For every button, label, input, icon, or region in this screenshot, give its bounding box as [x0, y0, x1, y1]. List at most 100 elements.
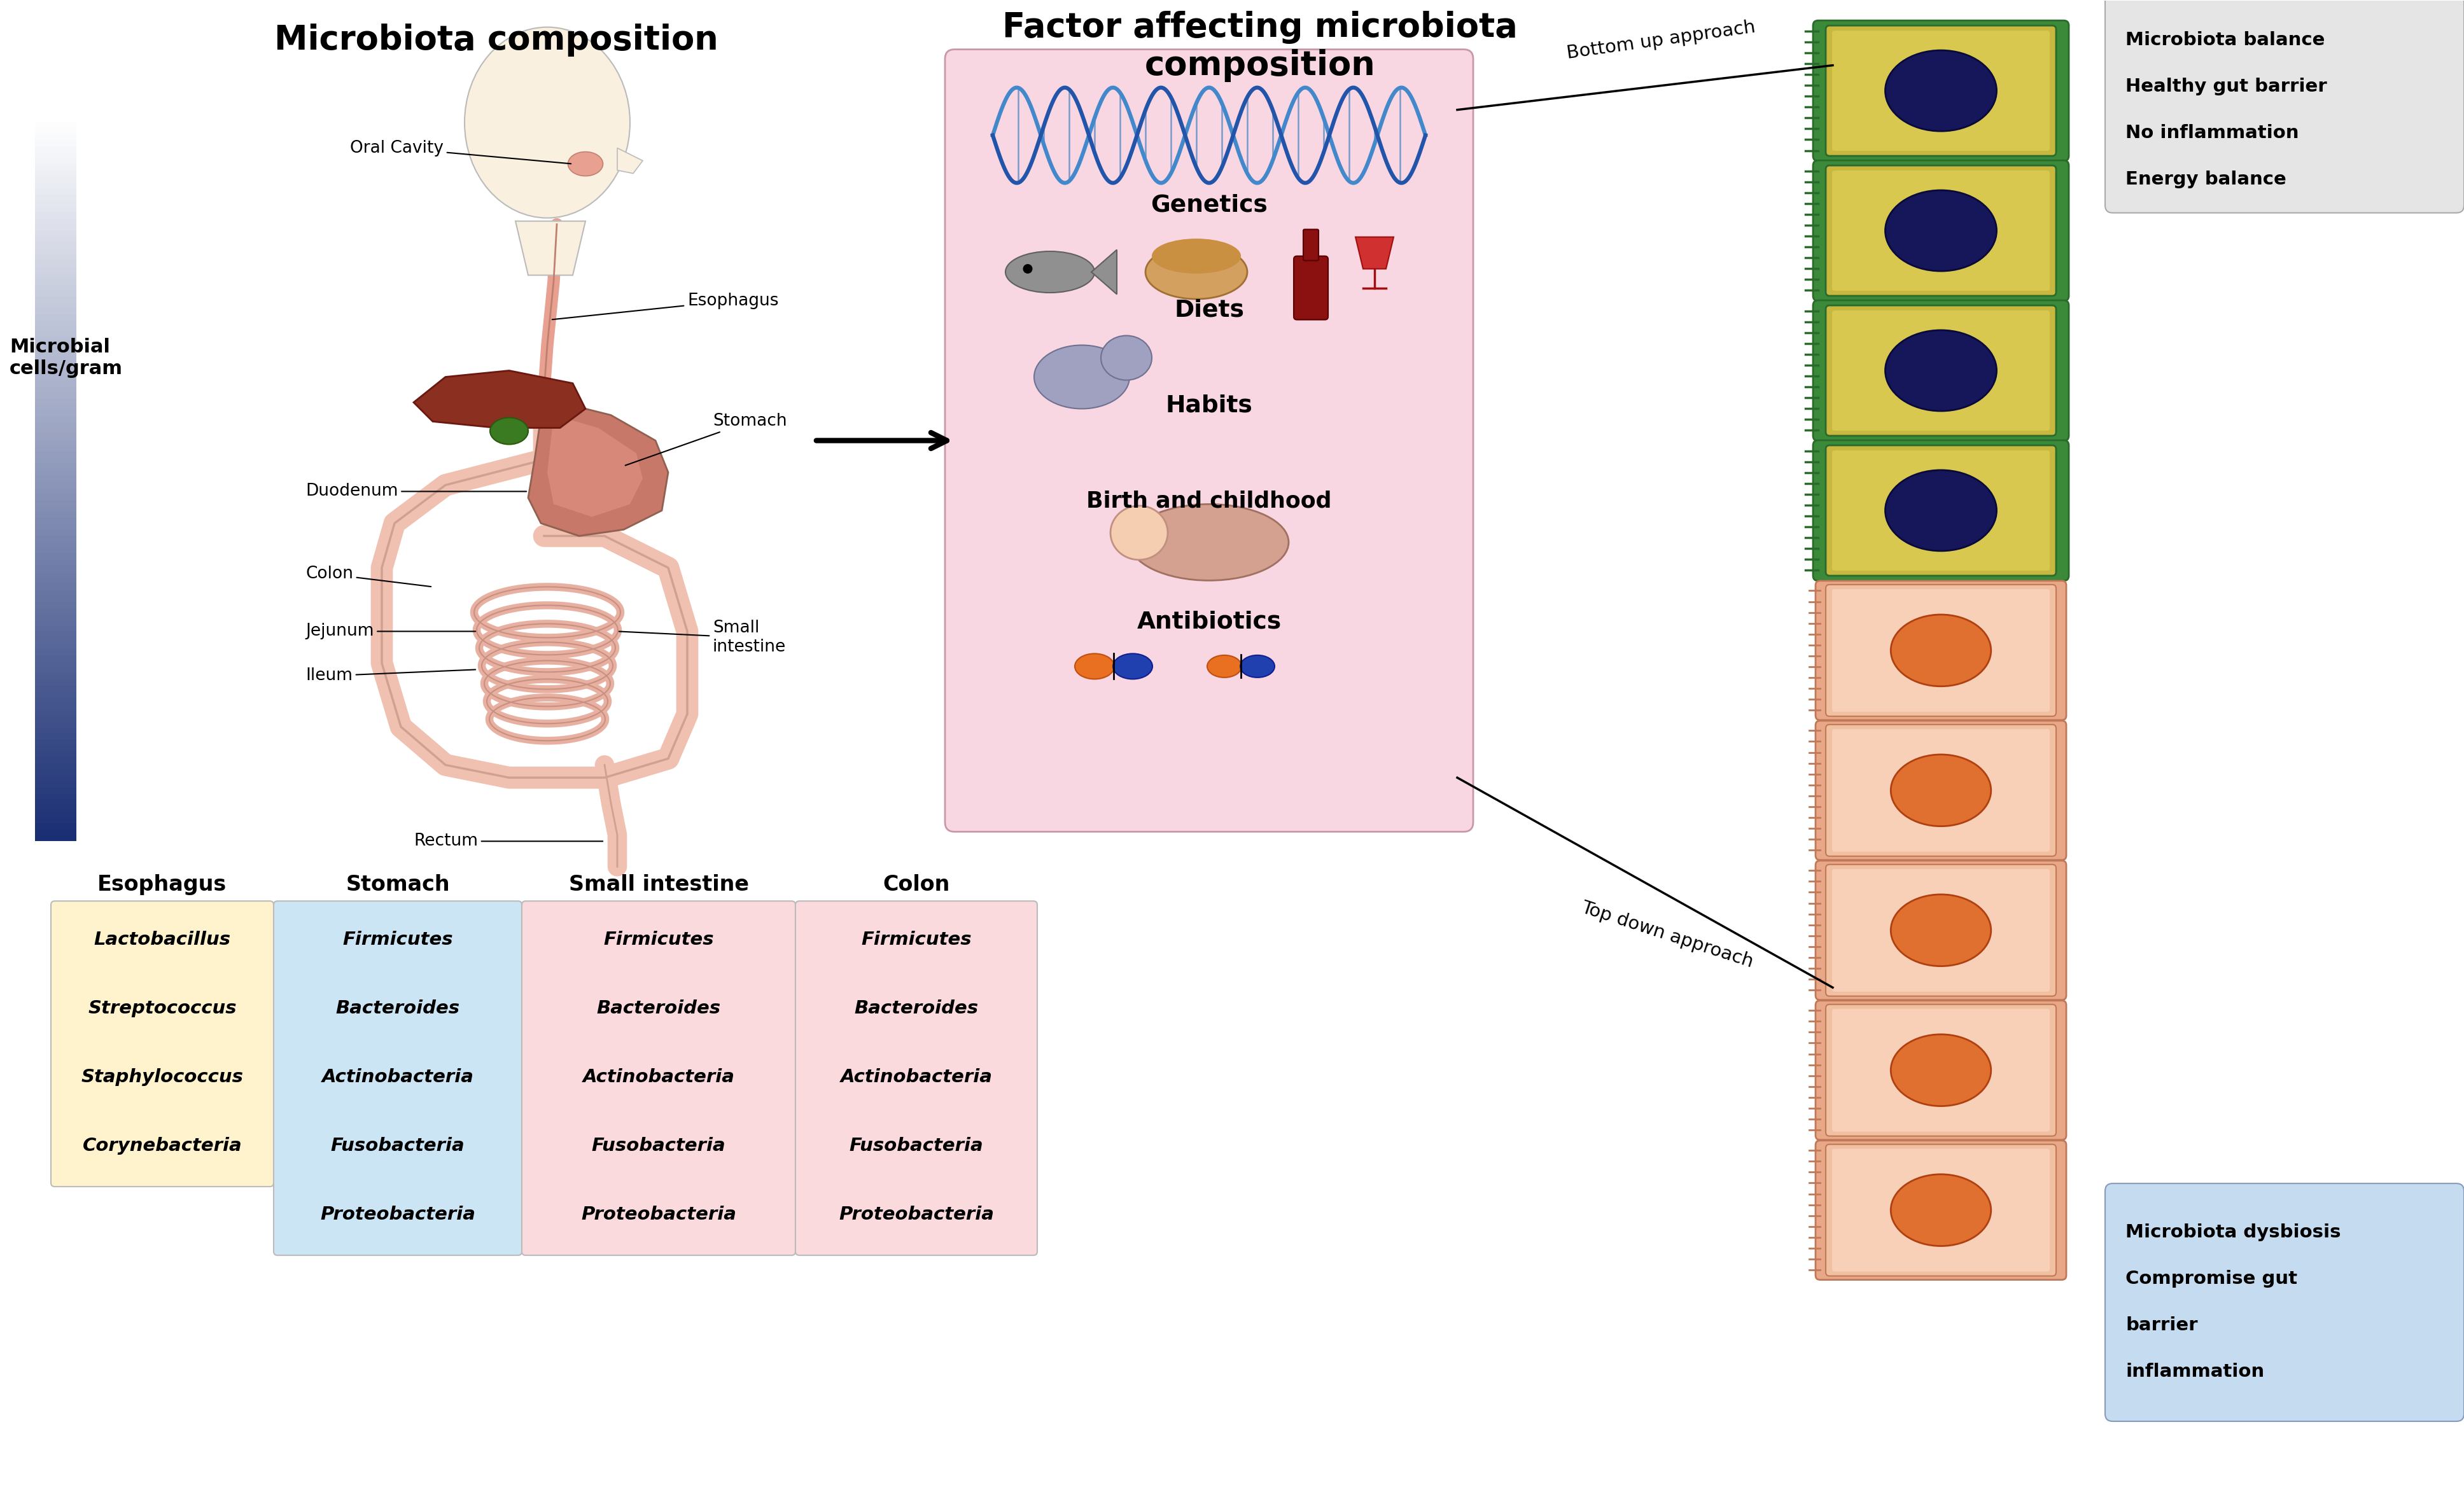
Bar: [34, 548, 76, 554]
Bar: [34, 273, 76, 279]
Bar: [34, 818, 76, 824]
Bar: [34, 350, 76, 356]
Text: Stomach: Stomach: [626, 413, 786, 465]
Bar: [34, 291, 76, 297]
Ellipse shape: [1005, 252, 1094, 292]
Bar: [34, 805, 76, 811]
Bar: [34, 668, 76, 673]
Bar: [34, 572, 76, 578]
Text: No inflammation: No inflammation: [2126, 124, 2299, 142]
Bar: [34, 176, 76, 182]
Text: Bacteroides: Bacteroides: [596, 1000, 722, 1018]
Text: Proteobacteria: Proteobacteria: [320, 1205, 476, 1223]
Text: Fusobacteria: Fusobacteria: [330, 1137, 466, 1155]
Bar: [34, 164, 76, 170]
Bar: [34, 519, 76, 524]
FancyBboxPatch shape: [1826, 1004, 2055, 1135]
FancyBboxPatch shape: [1833, 450, 2050, 571]
Bar: [34, 662, 76, 668]
Bar: [34, 691, 76, 697]
Bar: [34, 451, 76, 457]
Bar: [34, 727, 76, 733]
Bar: [34, 614, 76, 620]
Bar: [34, 685, 76, 691]
Bar: [34, 320, 76, 326]
Bar: [34, 200, 76, 207]
Bar: [34, 733, 76, 739]
Text: Lactobacillus: Lactobacillus: [94, 931, 232, 948]
Bar: [34, 231, 76, 237]
FancyBboxPatch shape: [1826, 165, 2055, 297]
Bar: [34, 457, 76, 463]
Bar: [34, 140, 76, 146]
FancyBboxPatch shape: [52, 901, 274, 1186]
Bar: [34, 237, 76, 243]
Bar: [34, 673, 76, 679]
Bar: [34, 475, 76, 481]
Bar: [34, 824, 76, 830]
FancyBboxPatch shape: [1833, 589, 2050, 712]
Bar: [34, 188, 76, 194]
Text: Bottom up approach: Bottom up approach: [1565, 18, 1757, 63]
Bar: [34, 493, 76, 499]
Bar: [34, 410, 76, 416]
Bar: [34, 416, 76, 422]
FancyBboxPatch shape: [1833, 729, 2050, 852]
Bar: [34, 656, 76, 662]
Text: Rectum: Rectum: [414, 833, 604, 849]
Bar: [34, 769, 76, 775]
FancyBboxPatch shape: [1833, 869, 2050, 992]
Ellipse shape: [1101, 335, 1151, 380]
Ellipse shape: [1151, 238, 1242, 274]
FancyBboxPatch shape: [1826, 1144, 2055, 1275]
Polygon shape: [618, 148, 643, 173]
FancyBboxPatch shape: [1826, 724, 2055, 857]
Text: Actinobacteria: Actinobacteria: [323, 1068, 473, 1086]
Bar: [34, 638, 76, 644]
Ellipse shape: [569, 152, 604, 176]
Polygon shape: [547, 416, 643, 517]
Text: Esophagus: Esophagus: [99, 875, 227, 895]
FancyBboxPatch shape: [1816, 581, 2067, 720]
Text: Streptococcus: Streptococcus: [89, 1000, 237, 1018]
Text: Fusobacteria: Fusobacteria: [850, 1137, 983, 1155]
Ellipse shape: [1023, 264, 1032, 274]
Ellipse shape: [1890, 894, 1991, 966]
Text: Microbial
cells/gram: Microbial cells/gram: [10, 338, 123, 378]
FancyBboxPatch shape: [946, 49, 1473, 831]
Bar: [34, 134, 76, 140]
Text: Microbiota dysbiosis: Microbiota dysbiosis: [2126, 1223, 2341, 1241]
Text: Proteobacteria: Proteobacteria: [838, 1205, 993, 1223]
Text: Small intestine: Small intestine: [569, 875, 749, 895]
Bar: [34, 554, 76, 560]
Bar: [34, 836, 76, 842]
Ellipse shape: [1129, 504, 1289, 581]
Bar: [34, 530, 76, 536]
Text: Colon: Colon: [306, 566, 431, 587]
FancyBboxPatch shape: [2104, 0, 2464, 213]
Bar: [34, 632, 76, 638]
Bar: [34, 122, 76, 128]
Bar: [34, 446, 76, 451]
Bar: [34, 326, 76, 332]
Bar: [34, 536, 76, 542]
Bar: [34, 811, 76, 818]
Bar: [34, 207, 76, 213]
Ellipse shape: [1239, 656, 1274, 678]
Bar: [34, 542, 76, 548]
Bar: [34, 721, 76, 727]
Bar: [34, 225, 76, 231]
Bar: [34, 799, 76, 805]
Bar: [34, 213, 76, 219]
Polygon shape: [414, 371, 586, 428]
Bar: [34, 279, 76, 285]
Bar: [34, 590, 76, 596]
Bar: [34, 830, 76, 836]
Bar: [34, 267, 76, 273]
FancyBboxPatch shape: [1833, 31, 2050, 150]
Text: Jejunum: Jejunum: [306, 623, 476, 639]
Bar: [34, 182, 76, 188]
Bar: [34, 620, 76, 626]
Bar: [34, 297, 76, 302]
Bar: [34, 775, 76, 781]
